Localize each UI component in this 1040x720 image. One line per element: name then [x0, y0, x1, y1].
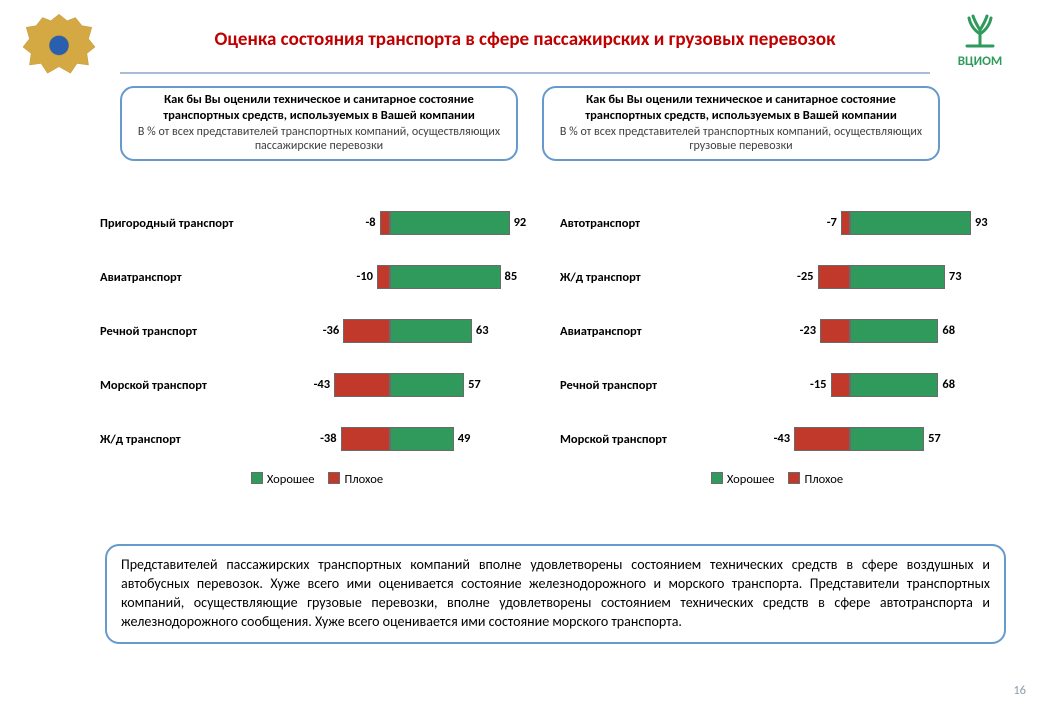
- freight-chart: Автотранспорт-793Ж/д транспорт-2573Авиат…: [560, 196, 980, 487]
- bar-bad: [820, 319, 850, 343]
- category-label: Авиатранспорт: [560, 324, 720, 339]
- swatch-bad: [328, 472, 340, 484]
- right-question-panel: Как бы Вы оценили техническое и санитарн…: [542, 86, 940, 161]
- category-label: Речной транспорт: [560, 378, 720, 393]
- value-bad: -25: [778, 265, 818, 289]
- value-bad: -43: [294, 373, 334, 397]
- value-bad: -8: [340, 211, 380, 235]
- value-bad: -7: [801, 211, 841, 235]
- bar-good: [850, 373, 938, 397]
- bar-group: -43 57: [260, 373, 520, 397]
- bar-good: [390, 319, 472, 343]
- category-label: Пригородный транспорт: [100, 216, 260, 231]
- bar-group: -892: [260, 211, 520, 235]
- page-number: 16: [1013, 683, 1026, 698]
- chart-row: Пригородный транспорт-892: [100, 196, 520, 250]
- swatch-bad: [788, 472, 800, 484]
- swatch-good: [251, 472, 263, 484]
- category-label: Авиатранспорт: [100, 270, 260, 285]
- bar-group: -23 68: [720, 319, 980, 343]
- chart-row: Ж/д транспорт -38 49: [100, 412, 520, 466]
- category-label: Речной транспорт: [100, 324, 260, 339]
- left-question: Как бы Вы оценили техническое и санитарн…: [132, 92, 506, 123]
- chart-row: Ж/д транспорт-2573: [560, 250, 980, 304]
- vciom-logo: ВЦИОМ: [944, 14, 1016, 69]
- chart-row: Морской транспорт -43 57: [560, 412, 980, 466]
- legend-bad: Плохое: [804, 472, 843, 487]
- bar-good: [850, 319, 938, 343]
- bar-bad: [818, 265, 851, 289]
- tree-icon: [944, 14, 1016, 54]
- value-good: 68: [938, 373, 978, 397]
- bar-good: [850, 211, 971, 235]
- bar-group: -15 68: [720, 373, 980, 397]
- value-good: 85: [501, 265, 541, 289]
- value-bad: -36: [303, 319, 343, 343]
- bar-group: -793: [720, 211, 980, 235]
- value-bad: -10: [337, 265, 377, 289]
- chart-row: Автотранспорт-793: [560, 196, 980, 250]
- legend-good: Хорошее: [267, 472, 315, 487]
- page-title: Оценка состояния транспорта в сфере пасс…: [120, 28, 930, 51]
- bar-good: [390, 265, 501, 289]
- value-good: 57: [464, 373, 504, 397]
- value-good: 93: [971, 211, 1011, 235]
- chart-row: Речной транспорт -36 63: [100, 304, 520, 358]
- summary-box: Представителей пассажирских транспортных…: [105, 544, 1006, 644]
- value-bad: -38: [301, 427, 341, 451]
- category-label: Ж/д транспорт: [560, 270, 720, 285]
- category-label: Морской транспорт: [100, 378, 260, 393]
- right-question: Как бы Вы оценили техническое и санитарн…: [554, 92, 928, 123]
- bar-bad: [343, 319, 390, 343]
- legend-bad: Плохое: [344, 472, 383, 487]
- bar-group: -1085: [260, 265, 520, 289]
- bar-good: [390, 211, 510, 235]
- value-good: 63: [472, 319, 512, 343]
- bar-bad: [831, 373, 851, 397]
- category-label: Морской транспорт: [560, 432, 720, 447]
- bar-group: -36 63: [260, 319, 520, 343]
- value-good: 92: [510, 211, 550, 235]
- value-good: 73: [945, 265, 985, 289]
- bar-bad: [341, 427, 390, 451]
- bar-group: -2573: [720, 265, 980, 289]
- bar-good: [850, 265, 945, 289]
- value-good: 68: [938, 319, 978, 343]
- left-subtitle: В % от всех представителей транспортных …: [132, 125, 506, 153]
- chart-row: Авиатранспорт-1085: [100, 250, 520, 304]
- bar-bad: [380, 211, 390, 235]
- bar-bad: [794, 427, 850, 451]
- passenger-chart: Пригородный транспорт-892Авиатранспорт-1…: [100, 196, 520, 487]
- bar-bad: [841, 211, 850, 235]
- category-label: Автотранспорт: [560, 216, 720, 231]
- bar-good: [390, 427, 454, 451]
- legend-good: Хорошее: [727, 472, 775, 487]
- left-question-panel: Как бы Вы оценили техническое и санитарн…: [120, 86, 518, 161]
- bar-bad: [334, 373, 390, 397]
- value-good: 49: [454, 427, 494, 451]
- vciom-label: ВЦИОМ: [944, 54, 1016, 69]
- chart-row: Авиатранспорт -23 68: [560, 304, 980, 358]
- chart-row: Речной транспорт -15 68: [560, 358, 980, 412]
- value-bad: -15: [791, 373, 831, 397]
- legend: Хорошее Плохое: [100, 472, 520, 487]
- bar-bad: [377, 265, 390, 289]
- bar-good: [390, 373, 464, 397]
- legend: Хорошее Плохое: [560, 472, 980, 487]
- bar-group: -38 49: [260, 427, 520, 451]
- value-bad: -43: [754, 427, 794, 451]
- divider: [120, 72, 930, 74]
- bar-group: -43 57: [720, 427, 980, 451]
- right-subtitle: В % от всех представителей транспортных …: [554, 125, 928, 153]
- bar-good: [850, 427, 924, 451]
- emblem-icon: [18, 6, 100, 88]
- value-bad: -23: [780, 319, 820, 343]
- swatch-good: [711, 472, 723, 484]
- value-good: 57: [924, 427, 964, 451]
- category-label: Ж/д транспорт: [100, 432, 260, 447]
- chart-row: Морской транспорт -43 57: [100, 358, 520, 412]
